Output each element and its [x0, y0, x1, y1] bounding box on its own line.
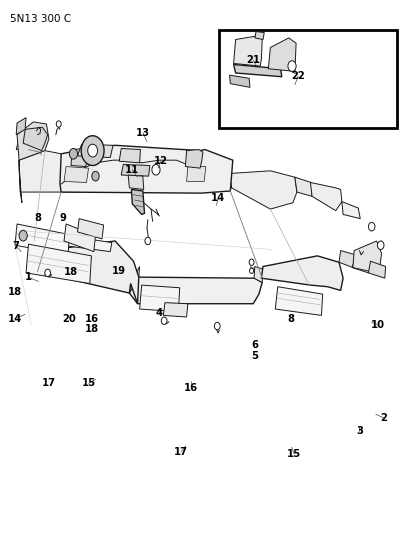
Text: 2: 2	[380, 413, 387, 423]
Polygon shape	[254, 266, 263, 282]
Polygon shape	[129, 277, 262, 304]
Polygon shape	[233, 36, 262, 66]
Text: 18: 18	[8, 287, 22, 297]
Text: 15: 15	[286, 449, 300, 458]
Text: 10: 10	[369, 320, 384, 330]
Text: 9: 9	[59, 213, 66, 223]
Text: 20: 20	[62, 313, 76, 324]
Text: 18: 18	[84, 324, 98, 334]
Polygon shape	[131, 189, 144, 214]
Text: 1: 1	[25, 272, 32, 282]
Circle shape	[45, 269, 50, 277]
Polygon shape	[338, 251, 355, 268]
Text: 21: 21	[246, 55, 260, 65]
Polygon shape	[71, 149, 88, 166]
Text: 15: 15	[81, 378, 95, 389]
Text: 4: 4	[155, 308, 162, 318]
Polygon shape	[267, 38, 295, 71]
Polygon shape	[37, 241, 139, 304]
Polygon shape	[261, 256, 342, 290]
Polygon shape	[229, 75, 249, 87]
Polygon shape	[61, 155, 231, 177]
Circle shape	[249, 259, 254, 265]
Circle shape	[151, 165, 160, 175]
Circle shape	[144, 237, 150, 245]
Polygon shape	[77, 219, 103, 239]
Polygon shape	[60, 146, 232, 193]
Polygon shape	[15, 224, 69, 255]
Text: 16: 16	[183, 383, 197, 393]
Polygon shape	[61, 173, 77, 192]
Polygon shape	[128, 175, 144, 189]
Polygon shape	[254, 31, 264, 39]
Circle shape	[56, 121, 61, 127]
Polygon shape	[19, 151, 64, 192]
Polygon shape	[200, 173, 231, 191]
Text: 6: 6	[251, 340, 258, 350]
Polygon shape	[185, 150, 202, 168]
Circle shape	[368, 222, 374, 231]
Polygon shape	[351, 255, 371, 273]
Polygon shape	[139, 285, 179, 312]
Polygon shape	[16, 143, 46, 150]
Text: 3: 3	[355, 426, 362, 437]
Polygon shape	[310, 182, 341, 211]
Text: 5: 5	[251, 351, 258, 361]
Polygon shape	[16, 118, 26, 135]
Text: 13: 13	[135, 127, 150, 138]
Text: 22: 22	[290, 71, 304, 81]
Polygon shape	[163, 303, 187, 317]
Text: 17: 17	[42, 378, 56, 389]
Polygon shape	[233, 64, 281, 77]
Text: 7: 7	[13, 241, 20, 251]
Circle shape	[88, 144, 97, 157]
Polygon shape	[186, 166, 205, 181]
Text: 19: 19	[111, 266, 125, 276]
Text: 14: 14	[211, 193, 225, 204]
Text: 14: 14	[8, 313, 22, 324]
Polygon shape	[34, 237, 39, 272]
Bar	[219, 30, 396, 128]
Polygon shape	[229, 171, 296, 209]
Polygon shape	[64, 166, 88, 182]
Polygon shape	[352, 241, 381, 273]
Circle shape	[377, 241, 383, 249]
Polygon shape	[119, 149, 140, 163]
Polygon shape	[29, 230, 112, 252]
Polygon shape	[64, 224, 95, 252]
Text: 18: 18	[64, 267, 78, 277]
Text: 8: 8	[287, 313, 294, 324]
Polygon shape	[17, 122, 49, 160]
Polygon shape	[77, 144, 113, 158]
Text: 16: 16	[84, 313, 98, 324]
Polygon shape	[23, 127, 47, 151]
Circle shape	[81, 136, 104, 165]
Circle shape	[214, 322, 220, 330]
Circle shape	[287, 61, 295, 71]
Circle shape	[92, 171, 99, 181]
Circle shape	[69, 149, 77, 159]
Circle shape	[161, 317, 166, 325]
Text: 17: 17	[174, 447, 188, 456]
Text: 11: 11	[125, 165, 139, 175]
Polygon shape	[26, 244, 91, 284]
Circle shape	[249, 268, 253, 273]
Polygon shape	[274, 287, 322, 316]
Text: 12: 12	[153, 156, 167, 166]
Circle shape	[19, 230, 27, 241]
Text: 8: 8	[35, 213, 42, 223]
Polygon shape	[368, 261, 385, 278]
Polygon shape	[341, 201, 360, 219]
Text: 5N13 300 C: 5N13 300 C	[10, 14, 71, 24]
Polygon shape	[19, 160, 22, 203]
Polygon shape	[121, 165, 149, 176]
Polygon shape	[294, 177, 311, 196]
Polygon shape	[129, 266, 139, 293]
